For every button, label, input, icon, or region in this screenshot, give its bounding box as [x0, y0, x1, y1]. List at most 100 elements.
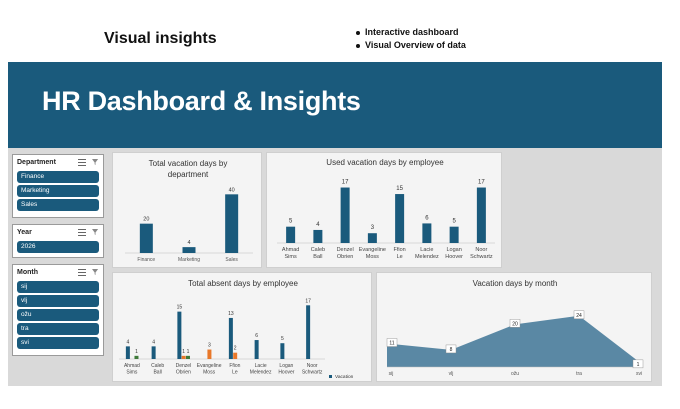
- data-label: 5: [281, 336, 284, 342]
- clear-filter-icon[interactable]: [92, 268, 99, 276]
- chart-vacation-by-month: Vacation days by month 11 sij 8 vlj 20 ožu 24 t…: [376, 272, 652, 382]
- bar-sick: [181, 355, 186, 359]
- tick-label: Sims: [126, 370, 138, 376]
- tick-label: sij: [389, 371, 394, 377]
- data-label: 1: [637, 362, 640, 368]
- chart-vacation-by-department: Total vacation days by department 20 Fina…: [112, 152, 262, 268]
- tick-label: Hoover: [445, 254, 463, 260]
- bar: [449, 226, 459, 243]
- bar-vacation: [280, 343, 285, 359]
- tick-label: Moss: [366, 254, 379, 260]
- slicer-item-sales[interactable]: Sales: [17, 199, 99, 211]
- dashboard: HR Dashboard & Insights Department Finan…: [8, 62, 662, 386]
- bar-vacation: [177, 311, 182, 359]
- tick-label: Evangeline: [197, 363, 222, 369]
- clear-filter-icon[interactable]: [92, 158, 99, 166]
- slicer-item-month[interactable]: sij: [17, 281, 99, 293]
- data-label: 8: [450, 347, 453, 353]
- tick-label: Obrien: [176, 370, 191, 376]
- data-label: 1: [187, 349, 190, 355]
- slicer-item-marketing[interactable]: Marketing: [17, 185, 99, 197]
- year-slicer: Year 2026: [12, 224, 104, 258]
- tick-label: ožu: [511, 371, 519, 377]
- bar-vacation: [306, 305, 311, 359]
- data-label-box: [386, 338, 398, 347]
- bar-vacation: [125, 346, 130, 359]
- tick-label: Ball: [313, 254, 322, 260]
- data-label-box: [573, 310, 585, 319]
- intro-title: Visual insights: [104, 30, 217, 47]
- data-label: 11: [389, 341, 394, 347]
- month-slicer: Month sij vlj ožu tra svi: [12, 264, 104, 356]
- tick-label: Melendez: [250, 370, 272, 376]
- slicer-item-month[interactable]: svi: [17, 337, 99, 349]
- chart-svg: 20 Finance 4 Marketing 40 Sales: [125, 187, 253, 263]
- chart-vacation-by-employee: Used vacation days by employee 5 Ahmad Sim…: [266, 152, 502, 268]
- bullet-dot-icon: [356, 43, 360, 48]
- tick-label: Evangeline: [359, 247, 386, 253]
- tick-label: Lacie: [420, 247, 433, 253]
- data-label: 5: [452, 219, 456, 225]
- chart-title: Vacation days by month: [472, 279, 558, 288]
- dashboard-title: HR Dashboard & Insights: [42, 86, 361, 116]
- bar-vacation: [151, 346, 156, 359]
- data-label: 13: [228, 311, 234, 317]
- tick-label: Le: [232, 370, 238, 376]
- slicer-item-finance[interactable]: Finance: [17, 171, 99, 183]
- tick-label: Ahmad: [124, 363, 140, 369]
- slicer-item-month[interactable]: ožu: [17, 309, 99, 321]
- tick-label: Sims: [285, 254, 297, 260]
- chart-title: Total absent days by employee: [188, 279, 298, 288]
- data-label: 4: [187, 240, 190, 246]
- multi-select-icon[interactable]: [78, 158, 86, 166]
- tick-label: Schwartz: [302, 370, 323, 376]
- data-label: 3: [371, 225, 375, 231]
- data-label: 15: [177, 305, 183, 311]
- tick-label: Ball: [153, 370, 161, 376]
- data-label: 20: [143, 217, 149, 223]
- slicer-title: Year: [17, 228, 32, 236]
- tick-label: Marketing: [178, 257, 200, 263]
- multi-select-icon[interactable]: [78, 228, 86, 236]
- intro-bullets: Interactive dashboard Visual Overview of…: [356, 26, 466, 52]
- slicer-item-2026[interactable]: 2026: [17, 241, 99, 253]
- tick-label: Ffion: [394, 247, 406, 253]
- data-label-box: [632, 359, 644, 369]
- data-label: 5: [289, 219, 293, 225]
- data-label: 2: [234, 346, 237, 352]
- bar: [422, 223, 432, 243]
- slicer-header: Month: [13, 265, 103, 279]
- tick-label: Schwartz: [470, 254, 493, 260]
- slicer-item-month[interactable]: tra: [17, 323, 99, 335]
- dashboard-banner: HR Dashboard & Insights: [8, 62, 662, 148]
- chart-svg: 11 sij 8 vlj 20 ožu 24 tra 1 svi: [386, 310, 644, 377]
- bar-vacation: [254, 340, 259, 359]
- tick-label: Le: [397, 254, 403, 260]
- chart-title: Total vacation days by department: [148, 159, 228, 179]
- bar-vacation: [228, 317, 233, 359]
- slicer-panel: Department Finance Marketing Sales Year: [10, 152, 106, 360]
- slicer-item-month[interactable]: vlj: [17, 295, 99, 307]
- tick-label: vlj: [449, 371, 454, 377]
- data-label: 1: [182, 349, 185, 355]
- data-label: 3: [208, 343, 211, 349]
- area-series: [387, 315, 643, 367]
- data-label-box: [445, 344, 457, 354]
- chart-title: Used vacation days by employee: [326, 158, 444, 167]
- tick-label: Logan: [446, 247, 461, 253]
- multi-select-icon[interactable]: [78, 268, 86, 276]
- data-label: 4: [126, 339, 129, 345]
- tick-label: Melendez: [415, 254, 439, 260]
- tick-label: Hoover: [278, 370, 294, 376]
- tick-label: svi: [636, 371, 642, 377]
- tick-label: Noor: [475, 247, 487, 253]
- tick-label: Ahmad: [282, 247, 299, 253]
- bar-sick: [207, 349, 212, 359]
- tick-label: Logan: [279, 363, 293, 369]
- clear-filter-icon[interactable]: [92, 228, 99, 236]
- tick-label: Denzel: [337, 247, 354, 253]
- data-label: 17: [478, 180, 485, 186]
- data-label: 15: [396, 186, 403, 192]
